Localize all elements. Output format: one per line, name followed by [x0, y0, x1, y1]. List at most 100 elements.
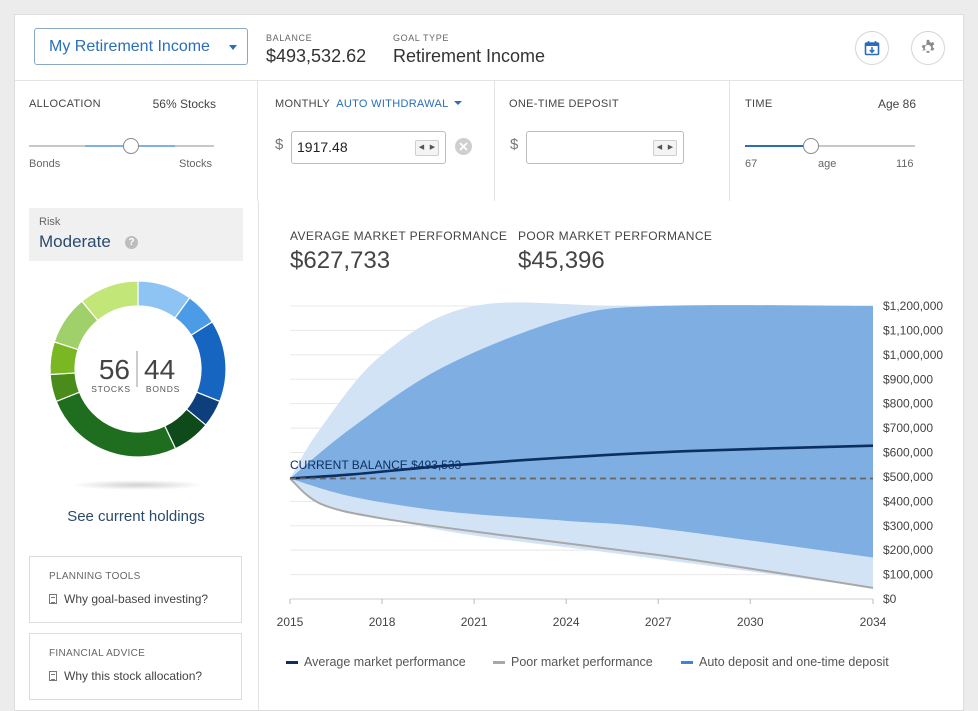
decrement-icon[interactable]: ◀	[656, 144, 663, 151]
time-slider-handle[interactable]	[802, 138, 819, 154]
legend-poor: Poor market performance	[493, 655, 653, 669]
withdrawal-mode-dropdown[interactable]: AUTO WITHDRAWAL	[336, 98, 463, 110]
monthly-control: MONTHLY AUTO WITHDRAWAL $ 1917.48 ◀ ▶	[258, 81, 495, 201]
risk-box: Risk Moderate ?	[29, 208, 243, 261]
y-tick-label: $500,000	[883, 470, 933, 484]
goal-type-value: Retirement Income	[393, 46, 546, 66]
legend-average: Average market performance	[286, 655, 466, 669]
controls-row: ALLOCATION 56% Stocks Bonds Stocks MONTH…	[15, 81, 963, 201]
document-icon	[49, 671, 57, 681]
current-balance-annotation: CURRENT BALANCE $493,533	[290, 458, 462, 472]
allocation-summary: 56% Stocks	[152, 97, 216, 111]
legend-deposit-swatch	[681, 660, 693, 664]
deposit-amount-stepper[interactable]: ◀ ▶	[653, 140, 677, 156]
financial-advice-link-label: Why this stock allocation?	[64, 669, 203, 683]
increment-icon[interactable]: ▶	[667, 144, 674, 151]
calendar-download-button[interactable]	[855, 31, 889, 65]
time-slider-fill	[745, 145, 811, 147]
time-slider-track[interactable]	[745, 145, 915, 147]
allocation-max-label: Stocks	[179, 158, 213, 170]
average-performance: AVERAGE MARKET PERFORMANCE $627,733	[290, 229, 507, 275]
legend-poor-swatch	[493, 660, 505, 664]
close-icon	[459, 142, 468, 151]
monthly-amount-input[interactable]: 1917.48 ◀ ▶	[291, 131, 446, 164]
time-max-label: 116	[896, 158, 914, 170]
series-line-1	[289, 444, 874, 480]
monthly-currency: $	[275, 136, 284, 153]
x-tick-label: 2015	[277, 615, 304, 629]
y-tick-label: $1,000,000	[883, 348, 943, 362]
donut-bonds-label: BONDS	[146, 384, 180, 394]
y-tick-label: $0	[883, 592, 897, 606]
chevron-down-icon	[454, 101, 463, 105]
allocation-control: ALLOCATION 56% Stocks Bonds Stocks	[15, 81, 258, 201]
allocation-min-label: Bonds	[29, 158, 61, 170]
average-performance-label: AVERAGE MARKET PERFORMANCE	[290, 229, 508, 243]
donut-segment-6	[55, 391, 177, 458]
balance-value: $493,532.62	[266, 46, 367, 66]
x-tick-label: 2018	[369, 615, 396, 629]
monthly-label-group: MONTHLY AUTO WITHDRAWAL	[275, 98, 463, 110]
band-inner	[290, 305, 873, 558]
legend-deposit-label: Auto deposit and one-time deposit	[699, 655, 889, 669]
legend-poor-label: Poor market performance	[511, 655, 653, 669]
monthly-amount-stepper[interactable]: ◀ ▶	[415, 140, 439, 156]
x-tick-label: 2030	[737, 615, 764, 629]
y-tick-label: $1,200,000	[883, 299, 943, 313]
legend-average-swatch	[286, 660, 298, 664]
time-mid-label: age	[818, 158, 837, 170]
x-tick-label: 2027	[645, 615, 672, 629]
planning-tools-link[interactable]: Why goal-based investing?	[49, 592, 208, 606]
goal-select-label: My Retirement Income	[49, 37, 210, 55]
deposit-amount-input[interactable]: ◀ ▶	[526, 131, 684, 164]
y-tick-label: $700,000	[883, 421, 933, 435]
poor-performance: POOR MARKET PERFORMANCE $45,396	[518, 229, 712, 275]
donut-segment-3	[190, 321, 227, 403]
poor-performance-label: POOR MARKET PERFORMANCE	[518, 229, 713, 243]
poor-performance-value: $45,396	[518, 247, 605, 274]
settings-button[interactable]	[911, 31, 945, 65]
legend-average-label: Average market performance	[304, 655, 466, 669]
increment-icon[interactable]: ▶	[429, 144, 436, 151]
time-label: TIME	[745, 98, 773, 110]
deposit-control: ONE-TIME DEPOSIT $ ◀ ▶	[495, 81, 730, 201]
time-min-label: 67	[745, 158, 758, 170]
planning-tools-panel: PLANNING TOOLS Why goal-based investing?	[29, 556, 242, 623]
projection-chart: $1,200,000 $1,100,000 $1,000,000 $900,000 $8…	[277, 299, 944, 629]
header: My Retirement Income BALANCE $493,532.62…	[15, 15, 963, 81]
document-icon	[49, 594, 57, 604]
monthly-label: MONTHLY	[275, 98, 330, 110]
see-holdings-link[interactable]: See current holdings	[67, 508, 205, 525]
help-icon[interactable]: ?	[125, 236, 138, 249]
financial-advice-link[interactable]: Why this stock allocation?	[49, 669, 202, 683]
donut-segment-10	[81, 280, 139, 322]
donut-stocks-label: STOCKS	[91, 384, 131, 394]
balance-field: BALANCE $493,532.62	[266, 33, 366, 67]
calendar-download-icon	[864, 41, 880, 56]
decrement-icon[interactable]: ◀	[418, 144, 425, 151]
y-tick-label: $600,000	[883, 446, 933, 460]
deposit-label: ONE-TIME DEPOSIT	[509, 98, 619, 110]
risk-label: Risk	[39, 216, 61, 228]
goal-type-field: GOAL TYPE Retirement Income	[393, 33, 545, 67]
series-line-2	[289, 477, 874, 589]
goal-select-dropdown[interactable]: My Retirement Income	[34, 28, 248, 65]
projection-area: AVERAGE MARKET PERFORMANCE $627,733 POOR…	[258, 201, 963, 710]
time-control: TIME Age 86 67 age 116	[730, 81, 963, 201]
x-tick-label: 2034	[860, 615, 887, 629]
x-tick-label: 2021	[461, 615, 488, 629]
donut-stocks-value: 56	[99, 354, 130, 385]
monthly-amount-value: 1917.48	[297, 139, 348, 155]
clear-monthly-button[interactable]	[455, 138, 472, 155]
allocation-slider-handle[interactable]	[123, 138, 139, 154]
goal-type-label: GOAL TYPE	[393, 33, 449, 43]
donut-shadow	[70, 480, 205, 490]
y-tick-label: $100,000	[883, 568, 933, 582]
donut-bonds-value: 44	[144, 354, 175, 385]
allocation-donut: 56 44 STOCKS BONDS	[49, 280, 227, 458]
y-tick-label: $400,000	[883, 494, 933, 508]
deposit-currency: $	[510, 136, 519, 153]
y-tick-label: $300,000	[883, 519, 933, 533]
risk-value: Moderate	[39, 232, 111, 251]
planning-tools-title: PLANNING TOOLS	[49, 571, 141, 582]
